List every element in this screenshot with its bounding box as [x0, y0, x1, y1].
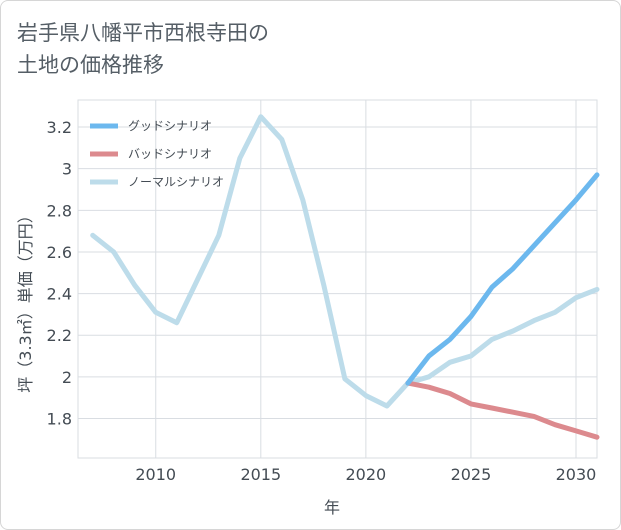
- series-point-3: [302, 199, 304, 201]
- series-point-1: [554, 222, 556, 224]
- series-point-3: [197, 278, 199, 280]
- series-point-3: [449, 361, 451, 363]
- y-tick-label: 2.8: [47, 201, 72, 220]
- series-point-2: [512, 411, 514, 413]
- series-point-3: [470, 355, 472, 357]
- series-point-1: [491, 286, 493, 288]
- series-point-2: [449, 392, 451, 394]
- y-tick-label: 2.2: [47, 326, 72, 345]
- series-point-3: [596, 288, 598, 290]
- x-tick-label: 2020: [346, 465, 387, 484]
- series-point-1: [407, 382, 409, 384]
- series-point-3: [533, 320, 535, 322]
- x-tick-label: 2015: [240, 465, 281, 484]
- series-point-1: [533, 245, 535, 247]
- y-tick-label: 3: [62, 160, 72, 179]
- series-point-3: [113, 251, 115, 253]
- y-tick-label: 3.2: [47, 118, 72, 137]
- series-point-3: [134, 284, 136, 286]
- series-line-2: [405, 380, 600, 440]
- series-point-3: [491, 338, 493, 340]
- grid: [77, 99, 598, 459]
- series-point-2: [533, 415, 535, 417]
- series-point-3: [428, 376, 430, 378]
- series-point-3: [92, 234, 94, 236]
- series-point-2: [491, 407, 493, 409]
- series-point-3: [218, 234, 220, 236]
- x-axis-label: 年: [324, 498, 340, 517]
- series-line-1: [405, 172, 600, 386]
- x-tick-label: 2030: [556, 465, 597, 484]
- series-point-3: [512, 330, 514, 332]
- series-point-1: [512, 268, 514, 270]
- y-tick-label: 2.4: [47, 285, 72, 304]
- legend-label-1: グッドシナリオ: [128, 119, 212, 133]
- series-point-3: [176, 322, 178, 324]
- tick-labels: 1.8 2 2.2 2.4 2.6 2.8 3 3.2 2010 2015 2020 2025 2030: [47, 118, 597, 484]
- legend-label-3: ノーマルシナリオ: [128, 175, 224, 189]
- x-tick-label: 2010: [135, 465, 176, 484]
- series-lines: [90, 114, 600, 440]
- series-point-1: [428, 355, 430, 357]
- chart-title: 岩手県八幡平市西根寺田の 土地の価格推移: [17, 21, 269, 77]
- series-point-3: [260, 116, 262, 118]
- series-point-2: [596, 436, 598, 438]
- series-point-3: [323, 284, 325, 286]
- series-point-2: [470, 403, 472, 405]
- series-point-3: [281, 139, 283, 141]
- y-tick-label: 1.8: [47, 409, 72, 428]
- series-point-3: [386, 405, 388, 407]
- series-point-1: [596, 174, 598, 176]
- y-tick-label: 2: [62, 368, 72, 387]
- series-point-3: [344, 378, 346, 380]
- series-point-3: [155, 311, 157, 313]
- series-point-1: [470, 315, 472, 317]
- series-point-3: [575, 297, 577, 299]
- series-point-2: [554, 424, 556, 426]
- series-point-2: [575, 430, 577, 432]
- series-point-1: [575, 199, 577, 201]
- plot-frame: [77, 99, 598, 459]
- series-point-3: [365, 395, 367, 397]
- legend-label-2: バッドシナリオ: [128, 147, 212, 161]
- series-point-3: [554, 311, 556, 313]
- series-point-1: [449, 338, 451, 340]
- x-tick-label: 2025: [451, 465, 492, 484]
- y-tick-label: 2.6: [47, 243, 72, 262]
- series-point-2: [428, 386, 430, 388]
- series-point-3: [239, 157, 241, 159]
- y-axis-label: 坪（3.3㎡）単価（万円）: [16, 207, 35, 392]
